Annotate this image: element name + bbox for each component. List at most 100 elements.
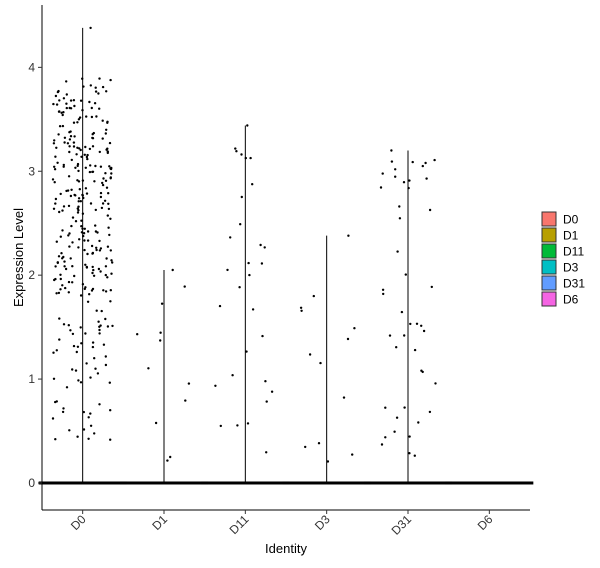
data-point-D0 <box>88 147 92 151</box>
data-point-D31 <box>428 410 432 414</box>
data-point-D0 <box>83 227 87 230</box>
data-point-D0 <box>77 200 80 203</box>
data-point-D0 <box>75 153 78 156</box>
legend-label-D31: D31 <box>563 277 585 291</box>
violin-lines-layer <box>82 27 409 483</box>
data-point-D0 <box>68 138 72 141</box>
data-point-D11 <box>247 261 250 265</box>
legend-swatch-D3 <box>541 259 557 275</box>
data-point-D31 <box>408 179 411 182</box>
axes-layer: 0 1 2 3 4 D0 D1 D11 D3 D31 D6 Identity Expression Le… <box>11 5 530 556</box>
y-tick-label: 1 <box>28 372 35 386</box>
data-point-D31 <box>411 160 414 164</box>
data-point-D11 <box>264 380 267 383</box>
data-point-D0 <box>61 284 64 287</box>
y-tick-label: 0 <box>28 476 35 490</box>
data-point-D0 <box>59 288 62 291</box>
data-point-D0 <box>63 136 67 139</box>
data-point-D3 <box>342 396 346 399</box>
data-point-D0 <box>98 77 101 80</box>
data-point-D0 <box>108 233 111 237</box>
data-point-D0 <box>62 165 65 168</box>
data-point-D0 <box>101 183 105 187</box>
data-point-D0 <box>88 100 91 104</box>
data-point-D0 <box>109 289 113 292</box>
data-point-D0 <box>57 255 61 258</box>
y-tick-label: 3 <box>28 164 35 178</box>
data-point-D0 <box>102 177 105 180</box>
data-point-D0 <box>106 214 110 217</box>
data-point-D31 <box>434 382 437 385</box>
data-point-D0 <box>90 244 94 248</box>
data-point-D0 <box>65 386 69 389</box>
data-point-D0 <box>70 158 74 162</box>
data-point-D0 <box>85 115 88 118</box>
x-axis-title: Identity <box>265 541 307 556</box>
data-point-D0 <box>73 135 76 138</box>
data-point-D0 <box>104 355 108 358</box>
legend-swatch-D11 <box>541 243 557 259</box>
data-point-D0 <box>61 209 64 212</box>
data-point-D0 <box>95 248 98 252</box>
data-point-D0 <box>105 90 108 93</box>
data-point-D0 <box>97 320 100 323</box>
data-point-D31 <box>417 421 420 424</box>
data-point-D0 <box>57 291 61 295</box>
data-point-D0 <box>98 403 101 406</box>
data-point-D31 <box>433 158 436 162</box>
legend-swatch-D31 <box>541 275 557 291</box>
data-point-D0 <box>106 245 110 248</box>
data-point-D0 <box>53 139 56 142</box>
legend-swatch-D0 <box>541 211 557 227</box>
data-point-D1 <box>166 459 169 462</box>
data-point-D0 <box>58 110 61 113</box>
data-point-D0 <box>74 166 77 169</box>
data-point-D0 <box>106 150 110 153</box>
data-point-D0 <box>74 220 78 223</box>
data-point-D0 <box>94 224 97 227</box>
y-tick-label: 2 <box>28 268 35 282</box>
data-point-D0 <box>65 80 68 83</box>
data-point-D31 <box>390 160 394 163</box>
data-point-D0 <box>106 120 109 124</box>
data-point-D0 <box>55 292 58 295</box>
data-point-D31 <box>422 329 426 333</box>
data-point-D0 <box>76 162 80 166</box>
data-point-D0 <box>67 324 71 327</box>
data-point-D0 <box>105 148 108 151</box>
data-point-D1 <box>160 302 164 305</box>
data-point-D0 <box>94 367 97 370</box>
data-point-D11 <box>238 286 241 289</box>
data-point-D0 <box>82 232 86 235</box>
data-point-D0 <box>55 146 58 149</box>
data-point-D0 <box>104 132 108 135</box>
points-layer <box>38 26 534 485</box>
legend-swatch-D1 <box>541 227 557 243</box>
data-point-D0 <box>107 226 110 229</box>
data-point-D0 <box>77 118 81 121</box>
data-point-D0 <box>76 179 79 182</box>
data-point-D0 <box>89 412 92 415</box>
data-point-D0 <box>87 437 90 440</box>
data-point-D0 <box>68 145 71 148</box>
data-point-D0 <box>77 379 80 382</box>
data-point-D0 <box>82 410 86 414</box>
data-point-D0 <box>85 192 89 195</box>
y-axis-title: Expression Level <box>11 208 26 307</box>
data-point-D31 <box>413 454 416 457</box>
data-point-D0 <box>57 89 60 93</box>
data-point-D0 <box>58 125 62 128</box>
data-point-D0 <box>89 202 93 205</box>
data-point-D0 <box>54 438 57 441</box>
data-point-D31 <box>428 208 432 212</box>
data-point-D31 <box>424 161 427 165</box>
data-point-D0 <box>69 135 73 138</box>
data-point-D0 <box>76 345 80 348</box>
data-point-D0 <box>69 194 73 198</box>
x-tick-label: D11 <box>227 512 252 537</box>
data-point-D0 <box>72 344 76 348</box>
data-point-D31 <box>380 443 384 446</box>
data-point-D0 <box>59 192 62 196</box>
data-point-D0 <box>69 329 72 332</box>
data-point-D11 <box>246 124 249 127</box>
